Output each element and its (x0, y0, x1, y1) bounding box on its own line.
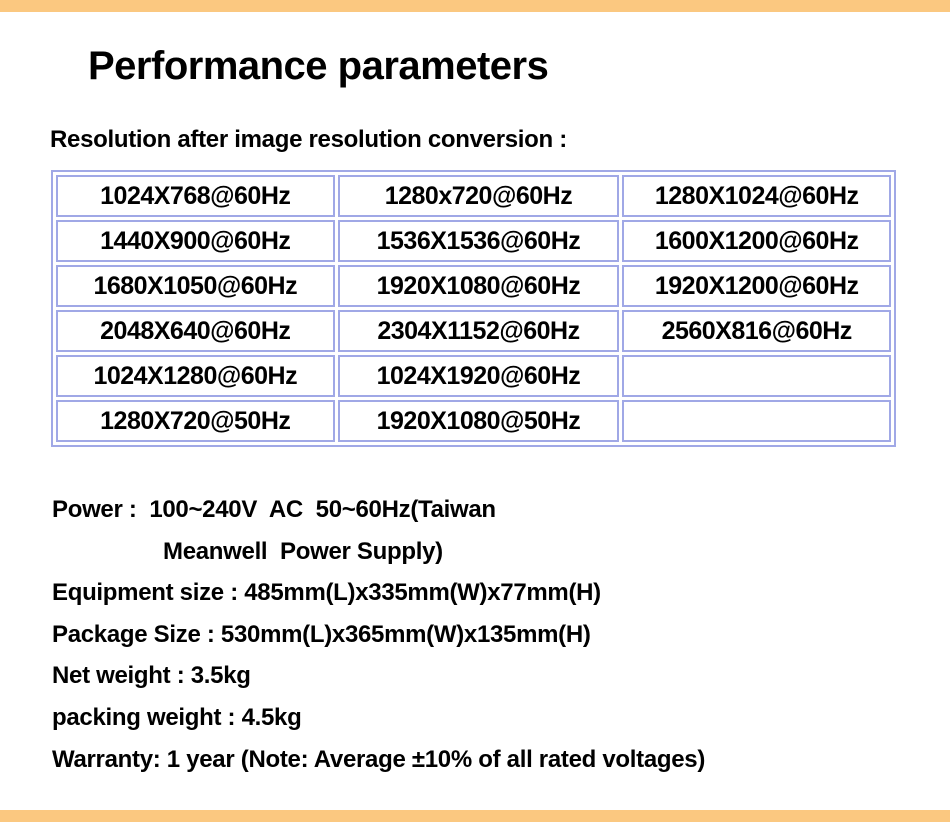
resolution-cell: 1680X1050@60Hz (56, 265, 335, 307)
spec-packing-weight: packing weight : 4.5kg (52, 703, 302, 731)
bottom-accent-bar (0, 810, 950, 822)
resolution-table: 1024X768@60Hz 1280x720@60Hz 1280X1024@60… (51, 170, 896, 447)
spec-equipment-size: Equipment size : 485mm(L)x335mm(W)x77mm(… (52, 579, 601, 607)
resolution-cell-empty (622, 400, 891, 442)
resolution-cell: 1024X768@60Hz (56, 175, 335, 217)
resolution-cell: 2048X640@60Hz (56, 310, 335, 352)
resolution-cell: 1920X1200@60Hz (622, 265, 891, 307)
spec-power-line-1: Power : 100~240V AC 50~60Hz(Taiwan (52, 496, 496, 523)
spec-net-weight: Net weight : 3.5kg (52, 662, 251, 690)
table-row: 1280X720@50Hz 1920X1080@50Hz (56, 400, 891, 442)
table-row: 1024X768@60Hz 1280x720@60Hz 1280X1024@60… (56, 175, 891, 217)
table-row: 1680X1050@60Hz 1920X1080@60Hz 1920X1200@… (56, 265, 891, 307)
resolution-cell: 2560X816@60Hz (622, 310, 891, 352)
resolution-cell: 1024X1280@60Hz (56, 355, 335, 397)
table-row: 1440X900@60Hz 1536X1536@60Hz 1600X1200@6… (56, 220, 891, 262)
resolution-cell: 1280X720@50Hz (56, 400, 335, 442)
resolution-cell: 1440X900@60Hz (56, 220, 335, 262)
resolution-cell: 1600X1200@60Hz (622, 220, 891, 262)
resolution-cell: 1024X1920@60Hz (337, 355, 620, 397)
resolution-cell-empty (622, 355, 891, 397)
resolution-cell: 2304X1152@60Hz (337, 310, 620, 352)
spec-power-line-2: Meanwell Power Supply) (163, 537, 443, 565)
resolution-cell: 1536X1536@60Hz (337, 220, 620, 262)
spec-list: Power : 100~240V AC 50~60Hz(Taiwan Meanw… (52, 489, 705, 780)
spec-package-size: Package Size : 530mm(L)x365mm(W)x135mm(H… (52, 620, 591, 648)
top-accent-bar (0, 0, 950, 12)
resolution-cell: 1920X1080@60Hz (337, 265, 620, 307)
table-row: 2048X640@60Hz 2304X1152@60Hz 2560X816@60… (56, 310, 891, 352)
resolution-section-label: Resolution after image resolution conver… (50, 126, 567, 153)
table-row: 1024X1280@60Hz 1024X1920@60Hz (56, 355, 891, 397)
resolution-cell: 1920X1080@50Hz (337, 400, 620, 442)
resolution-cell: 1280X1024@60Hz (622, 175, 891, 217)
spec-warranty: Warranty: 1 year (Note: Average ±10% of … (52, 745, 706, 773)
resolution-cell: 1280x720@60Hz (337, 175, 620, 217)
page-title: Performance parameters (88, 44, 549, 88)
